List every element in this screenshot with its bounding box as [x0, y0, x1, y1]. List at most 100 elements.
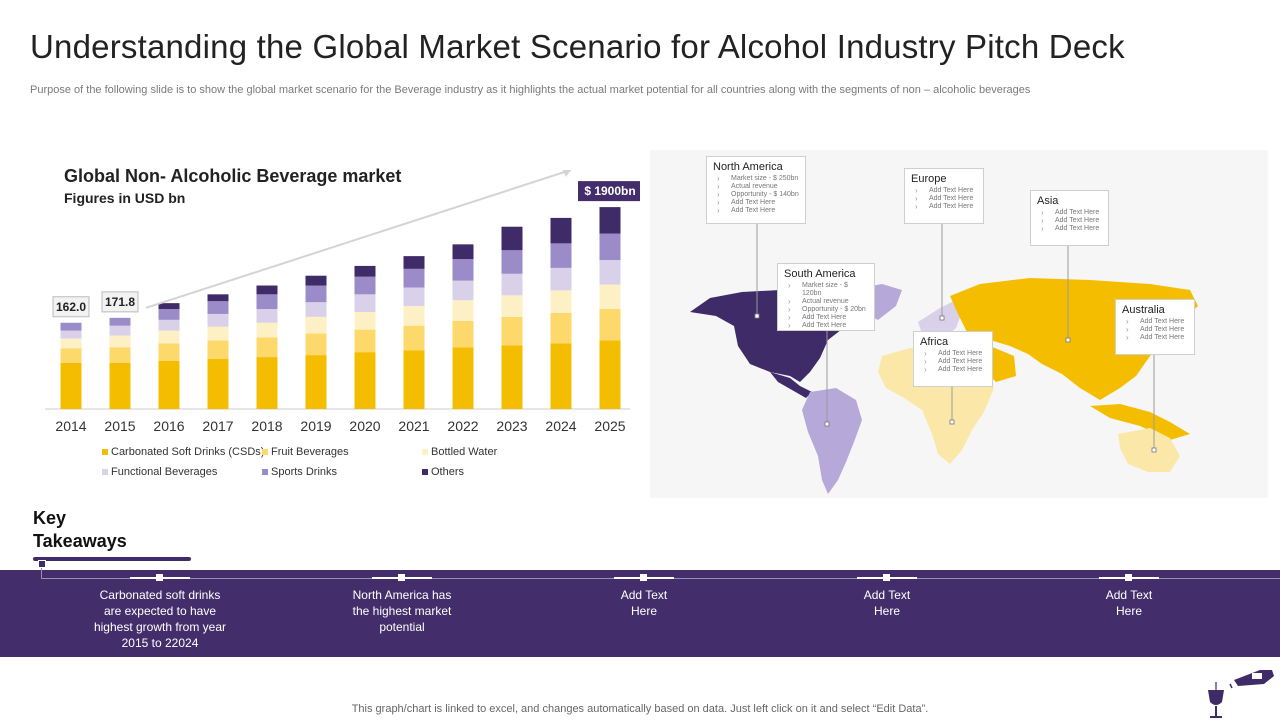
bar-segment-2021-fruit-beverages[interactable] — [403, 325, 425, 351]
bar-segment-2018-bottled-water[interactable] — [256, 322, 278, 338]
bar-segment-2023-bottled-water[interactable] — [501, 295, 523, 317]
bar-segment-2015-bottled-water[interactable] — [109, 335, 131, 348]
takeaway-text: Add Text Here — [620, 588, 668, 618]
bar-segment-2016-fruit-beverages[interactable] — [158, 343, 180, 361]
bar-segment-2015-carbonated-soft-drinks-csds-[interactable] — [109, 362, 131, 409]
bar-segment-2017-fruit-beverages[interactable] — [207, 340, 229, 360]
data-label-2014: 162.0 — [52, 296, 90, 318]
bar-segment-2018-fruit-beverages[interactable] — [256, 337, 278, 358]
callout-item: Add Text Here — [1041, 225, 1102, 233]
stacked-bar-chart[interactable]: 2014 2015 2016 2017 2018 2019 2020 2021 2022 2023… — [40, 170, 640, 440]
x-tick-label: 2023 — [496, 418, 527, 434]
legend-label: Fruit Beverages — [271, 446, 349, 458]
bar-segment-2023-carbonated-soft-drinks-csds-[interactable] — [501, 345, 523, 409]
legend-swatch — [422, 449, 428, 455]
bar-segment-2022-bottled-water[interactable] — [452, 300, 474, 321]
bar-segment-2020-others[interactable] — [354, 265, 376, 277]
bar-segment-2014-carbonated-soft-drinks-csds-[interactable] — [60, 362, 82, 409]
bar-segment-2021-carbonated-soft-drinks-csds-[interactable] — [403, 350, 425, 409]
bar-segment-2025-sports-drinks[interactable] — [599, 233, 621, 261]
bar-segment-2014-bottled-water[interactable] — [60, 338, 82, 349]
callout-north-america[interactable]: North America Market size - $ 250bn Actu… — [706, 156, 806, 224]
bar-segment-2018-functional-beverages[interactable] — [256, 309, 278, 323]
bar-segment-2020-sports-drinks[interactable] — [354, 276, 376, 295]
callout-europe[interactable]: Europe Add Text Here Add Text Here Add T… — [904, 168, 984, 224]
bar-segment-2014-sports-drinks[interactable] — [60, 322, 82, 331]
callout-australia[interactable]: Australia Add Text Here Add Text Here Ad… — [1115, 299, 1195, 355]
bar-segment-2016-functional-beverages[interactable] — [158, 319, 180, 331]
bar-segment-2017-sports-drinks[interactable] — [207, 301, 229, 314]
bar-segment-2016-carbonated-soft-drinks-csds-[interactable] — [158, 360, 180, 409]
bar-segment-2020-carbonated-soft-drinks-csds-[interactable] — [354, 352, 376, 409]
takeaways-band — [0, 570, 1280, 657]
callout-title: Australia — [1122, 304, 1165, 316]
bar-segment-2019-carbonated-soft-drinks-csds-[interactable] — [305, 355, 327, 409]
bar-segment-2018-others[interactable] — [256, 285, 278, 295]
bar-segment-2019-fruit-beverages[interactable] — [305, 333, 327, 356]
x-tick-label: 2015 — [104, 418, 135, 434]
bar-segment-2022-fruit-beverages[interactable] — [452, 320, 474, 348]
bar-segment-2024-bottled-water[interactable] — [550, 290, 572, 313]
bar-segment-2014-fruit-beverages[interactable] — [60, 348, 82, 363]
bar-segment-2019-bottled-water[interactable] — [305, 316, 327, 334]
bar-segment-2016-others[interactable] — [158, 303, 180, 310]
bar-segment-2024-fruit-beverages[interactable] — [550, 312, 572, 344]
bar-segment-2017-carbonated-soft-drinks-csds-[interactable] — [207, 359, 229, 409]
bar-segment-2016-bottled-water[interactable] — [158, 330, 180, 344]
callout-item: Add Text Here — [717, 207, 799, 215]
callout-africa[interactable]: Africa Add Text Here Add Text Here Add T… — [913, 331, 993, 387]
callout-item: Opportunity - $ 140bn — [717, 191, 799, 199]
bar-segment-2015-functional-beverages[interactable] — [109, 325, 131, 336]
callout-item: Actual revenue — [717, 183, 799, 191]
bar-segment-2021-bottled-water[interactable] — [403, 306, 425, 326]
x-tick-label: 2018 — [251, 418, 282, 434]
bar-segment-2025-bottled-water[interactable] — [599, 284, 621, 310]
bar-segment-2025-functional-beverages[interactable] — [599, 260, 621, 285]
bar-segment-2022-sports-drinks[interactable] — [452, 259, 474, 281]
bar-segment-2019-sports-drinks[interactable] — [305, 285, 327, 303]
bar-segment-2022-functional-beverages[interactable] — [452, 280, 474, 301]
bar-segment-2024-others[interactable] — [550, 217, 572, 244]
bar-segment-2017-others[interactable] — [207, 294, 229, 302]
bar-segment-2015-sports-drinks[interactable] — [109, 317, 131, 326]
bar-segment-2023-sports-drinks[interactable] — [501, 250, 523, 274]
bar-segment-2023-functional-beverages[interactable] — [501, 273, 523, 296]
bar-segment-2023-fruit-beverages[interactable] — [501, 316, 523, 346]
bar-segment-2024-carbonated-soft-drinks-csds-[interactable] — [550, 343, 572, 409]
callout-asia[interactable]: Asia Add Text Here Add Text Here Add Tex… — [1030, 190, 1109, 246]
callout-item: Add Text Here — [788, 314, 868, 322]
legend-item-csd: Carbonated Soft Drinks (CSDs) — [102, 446, 264, 458]
bar-segment-2015-fruit-beverages[interactable] — [109, 347, 131, 363]
wine-pour-icon — [1208, 670, 1274, 718]
bar-segment-2025-others[interactable] — [599, 207, 621, 234]
bar-segment-2019-functional-beverages[interactable] — [305, 302, 327, 317]
australia-shape[interactable] — [1118, 428, 1180, 472]
bar-segment-2021-functional-beverages[interactable] — [403, 287, 425, 307]
bar-segment-2019-others[interactable] — [305, 275, 327, 286]
bar-segment-2022-others[interactable] — [452, 244, 474, 260]
callout-item: Add Text Here — [1041, 209, 1102, 217]
x-tick-label: 2024 — [545, 418, 576, 434]
legend-label: Others — [431, 466, 465, 478]
bar-segment-2025-fruit-beverages[interactable] — [599, 309, 621, 341]
data-label-2025: $ 1900bn — [578, 181, 640, 202]
bar-segment-2014-functional-beverages[interactable] — [60, 330, 82, 339]
bar-segment-2024-functional-beverages[interactable] — [550, 267, 572, 291]
callout-south-america[interactable]: South America Market size - $ 120bn Actu… — [777, 263, 875, 331]
bar-segment-2018-sports-drinks[interactable] — [256, 294, 278, 310]
bar-segment-2021-sports-drinks[interactable] — [403, 268, 425, 288]
bar-segment-2022-carbonated-soft-drinks-csds-[interactable] — [452, 347, 474, 409]
bar-segment-2023-others[interactable] — [501, 226, 523, 251]
bar-segment-2018-carbonated-soft-drinks-csds-[interactable] — [256, 357, 278, 409]
bar-segment-2017-functional-beverages[interactable] — [207, 313, 229, 327]
bar-segment-2021-others[interactable] — [403, 256, 425, 269]
bar-segment-2020-functional-beverages[interactable] — [354, 294, 376, 312]
bar-segment-2016-sports-drinks[interactable] — [158, 309, 180, 320]
bar-segment-2017-bottled-water[interactable] — [207, 326, 229, 341]
bar-segment-2024-sports-drinks[interactable] — [550, 243, 572, 268]
bar-segment-2025-carbonated-soft-drinks-csds-[interactable] — [599, 340, 621, 409]
south-america-shape[interactable] — [802, 388, 862, 494]
takeaway-item: Add Text Here — [807, 574, 967, 619]
bar-segment-2020-bottled-water[interactable] — [354, 311, 376, 330]
bar-segment-2020-fruit-beverages[interactable] — [354, 329, 376, 353]
